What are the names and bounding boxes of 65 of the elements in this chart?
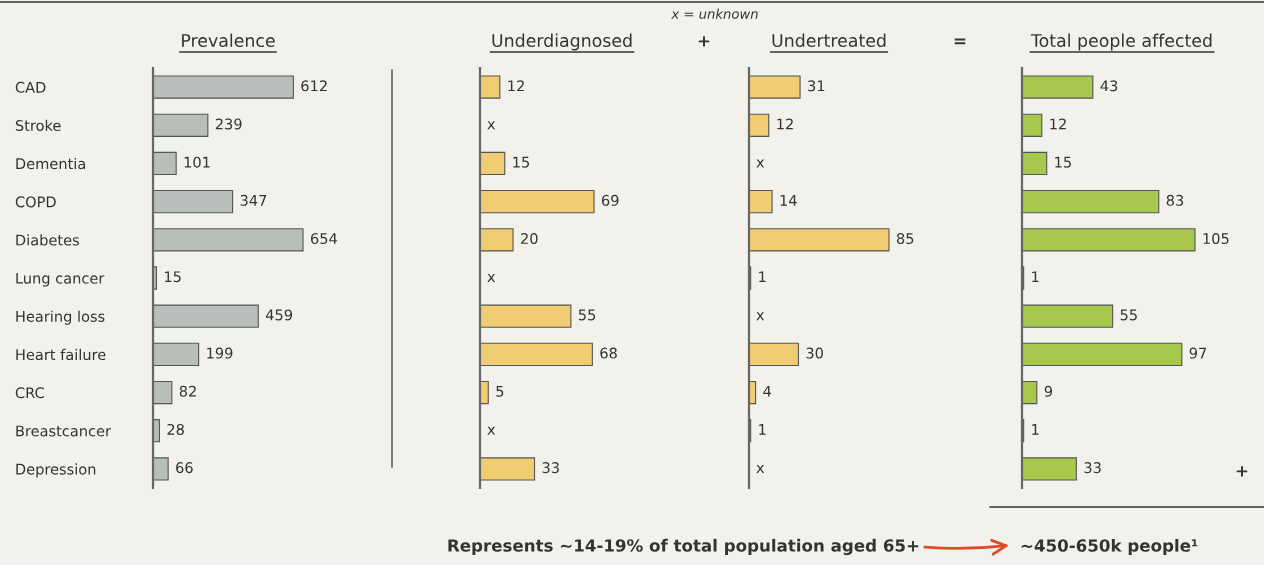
chart-title: Prevalence (182, 33, 275, 48)
data-label: 199 (207, 347, 233, 359)
chart-title: Undertreated (772, 33, 886, 48)
data-label: 1 (759, 424, 766, 435)
text: x (487, 121, 496, 130)
text: x (487, 426, 496, 435)
data-label: 239 (215, 118, 242, 130)
chart-title: Total people affected (1030, 33, 1212, 51)
y-tick-label: COPD (15, 196, 56, 208)
data-label: 14 (780, 195, 797, 206)
text: = (954, 38, 966, 45)
y-tick-label: Hearing loss (16, 310, 105, 325)
data-label: 101 (184, 156, 210, 168)
chart-title: Underdiagnosed (492, 33, 632, 51)
data-label: 68 (600, 347, 617, 359)
text: x (756, 159, 765, 168)
text: x (756, 464, 765, 473)
data-label: 9 (1044, 385, 1053, 397)
data-label: 4 (763, 385, 771, 397)
data-label: 82 (179, 385, 196, 397)
data-label: 43 (1100, 80, 1118, 92)
data-label: 33 (1084, 462, 1101, 474)
text: x (756, 312, 765, 321)
data-label: 1 (759, 271, 766, 283)
data-label: 12 (777, 118, 793, 130)
data-label: 83 (1166, 194, 1184, 206)
data-label: 33 (542, 462, 559, 474)
text: + (698, 36, 710, 47)
data-label: 459 (265, 309, 293, 321)
data-label: 85 (896, 233, 914, 245)
data-label: 55 (578, 309, 596, 321)
data-label: 15 (513, 156, 530, 168)
y-tick-label: Diabetes (16, 234, 79, 246)
data-label: 55 (1120, 309, 1137, 321)
data-label: 1 (1032, 271, 1039, 283)
y-tick-label: Depression (16, 463, 96, 478)
data-label: 12 (508, 80, 524, 92)
data-label: 97 (1189, 347, 1207, 359)
data-label: 20 (521, 233, 538, 245)
data-label: 612 (301, 80, 327, 92)
data-label: 66 (176, 462, 193, 474)
data-label: 15 (164, 271, 181, 283)
text: + (1236, 466, 1248, 477)
text: Represents ~14-19% of total population aged 65+ (448, 538, 919, 556)
data-label: 654 (310, 233, 337, 245)
text: ~450-650k people¹ (1021, 538, 1198, 556)
data-label: 5 (496, 385, 504, 397)
y-tick-label: CRC (15, 387, 44, 399)
data-label: 1 (1032, 424, 1039, 435)
y-tick-label: Lung cancer (16, 272, 105, 287)
data-label: 31 (808, 80, 825, 92)
data-label: 347 (240, 194, 267, 206)
text: x (487, 274, 496, 283)
y-tick-label: CAD (15, 81, 46, 93)
data-label: 105 (1203, 233, 1229, 245)
data-label: 15 (1055, 156, 1071, 168)
data-label: 30 (806, 347, 823, 359)
data-label: 28 (167, 423, 184, 435)
y-tick-label: Breastcancer (16, 425, 112, 437)
y-tick-label: Heart failure (16, 348, 106, 361)
y-tick-label: Stroke (15, 119, 61, 132)
data-label: 69 (601, 194, 619, 206)
data-label: 12 (1050, 118, 1066, 130)
y-tick-label: Dementia (16, 157, 85, 170)
text: x = unknown (671, 8, 758, 19)
